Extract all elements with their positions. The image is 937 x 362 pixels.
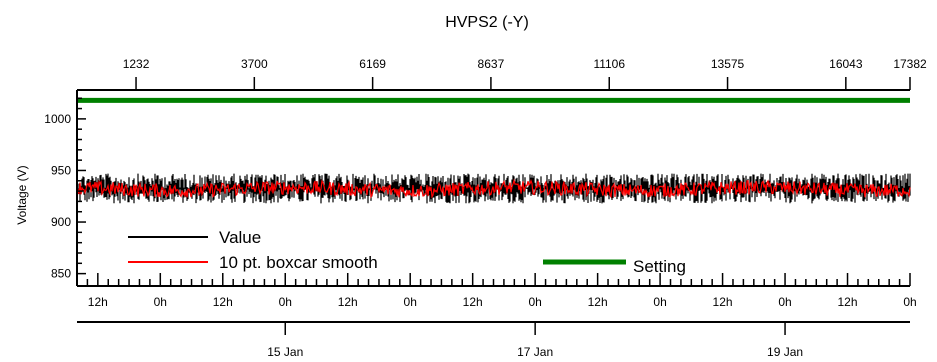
time-axis-tick-label: 0h — [404, 295, 417, 309]
top-axis-tick-label: 8637 — [478, 57, 505, 71]
top-axis-tick-label: 16043 — [829, 57, 863, 71]
time-axis-tick-label: 12h — [463, 295, 483, 309]
date-axis-tick-label: 15 Jan — [267, 345, 303, 359]
y-tick-label: 950 — [51, 163, 71, 177]
y-tick-label: 900 — [51, 215, 71, 229]
top-axis-tick-label: 17382 — [893, 57, 927, 71]
date-axis-tick-label: 19 Jan — [767, 345, 803, 359]
top-axis-tick-label: 6169 — [359, 57, 386, 71]
time-axis-tick-label: 0h — [528, 295, 541, 309]
axes: 850 900 950 1000 1232 3700 6169 8637 11106 13575 1… — [44, 57, 927, 359]
y-axis-label: Voltage (V) — [15, 165, 29, 224]
time-axis-tick-label: 0h — [903, 295, 916, 309]
time-axis-tick-label: 0h — [778, 295, 791, 309]
legend: Value 10 pt. boxcar smooth Setting — [128, 228, 686, 276]
top-axis-tick-label: 1232 — [123, 57, 150, 71]
date-axis-tick-label: 17 Jan — [517, 345, 553, 359]
top-axis-tick-label: 13575 — [711, 57, 745, 71]
chart-title: HVPS2 (-Y) — [445, 14, 529, 31]
time-axis-tick-label: 12h — [213, 295, 233, 309]
time-axis-tick-label: 0h — [279, 295, 292, 309]
plot-series — [76, 97, 911, 204]
time-axis-tick-label: 12h — [838, 295, 858, 309]
time-axis-tick-label: 12h — [713, 295, 733, 309]
time-axis-tick-label: 12h — [588, 295, 608, 309]
top-axis-tick-label: 3700 — [241, 57, 268, 71]
time-axis-tick-label: 0h — [154, 295, 167, 309]
top-axis-tick-label: 11106 — [593, 57, 625, 71]
y-tick-label: 850 — [51, 267, 71, 281]
time-axis-tick-label: 12h — [338, 295, 358, 309]
legend-label-10-pt-boxcar-smooth: 10 pt. boxcar smooth — [219, 253, 378, 272]
time-axis-tick-label: 0h — [653, 295, 666, 309]
legend-label-value: Value — [219, 228, 261, 247]
series-smooth-line — [76, 178, 911, 199]
time-axis-tick-label: 12h — [88, 295, 108, 309]
y-tick-label: 1000 — [44, 112, 71, 126]
legend-label-setting: Setting — [633, 257, 686, 276]
